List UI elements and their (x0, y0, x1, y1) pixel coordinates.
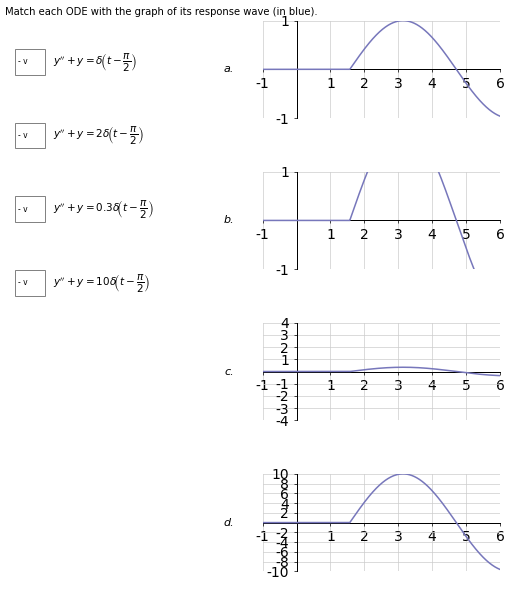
Text: $y'' + y = \delta\!\left(t - \dfrac{\pi}{2}\right)$: $y'' + y = \delta\!\left(t - \dfrac{\pi}… (53, 51, 137, 73)
Text: $y'' + y = 0.3\delta\!\left(t - \dfrac{\pi}{2}\right)$: $y'' + y = 0.3\delta\!\left(t - \dfrac{\… (53, 198, 154, 220)
Text: - v: - v (18, 57, 27, 67)
Text: a.: a. (224, 64, 234, 74)
Text: b.: b. (224, 216, 234, 226)
Text: c.: c. (225, 366, 234, 376)
Text: - v: - v (18, 278, 27, 287)
Text: - v: - v (18, 131, 27, 140)
Text: d.: d. (224, 518, 234, 528)
Text: $y'' + y = 2\delta\!\left(t - \dfrac{\pi}{2}\right)$: $y'' + y = 2\delta\!\left(t - \dfrac{\pi… (53, 124, 144, 147)
Text: Match each ODE with the graph of its response wave (in blue).: Match each ODE with the graph of its res… (5, 7, 318, 17)
Text: - v: - v (18, 204, 27, 214)
Text: $y'' + y = 10\delta\!\left(t - \dfrac{\pi}{2}\right)$: $y'' + y = 10\delta\!\left(t - \dfrac{\p… (53, 272, 150, 294)
